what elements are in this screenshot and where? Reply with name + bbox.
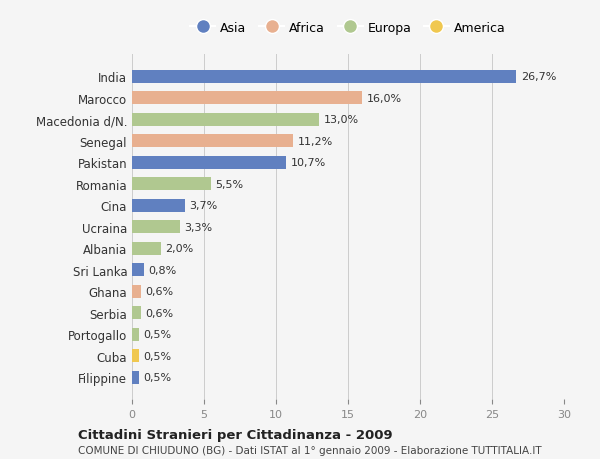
Text: 0,6%: 0,6%: [145, 308, 173, 318]
Text: 5,5%: 5,5%: [215, 179, 244, 189]
Text: 3,7%: 3,7%: [190, 201, 218, 211]
Bar: [132, 328, 139, 341]
Bar: [132, 349, 139, 362]
Bar: [132, 221, 179, 234]
Text: 26,7%: 26,7%: [521, 72, 556, 82]
Text: COMUNE DI CHIUDUNO (BG) - Dati ISTAT al 1° gennaio 2009 - Elaborazione TUTTITALI: COMUNE DI CHIUDUNO (BG) - Dati ISTAT al …: [78, 446, 542, 455]
Text: 16,0%: 16,0%: [367, 94, 402, 104]
Text: 0,5%: 0,5%: [143, 351, 172, 361]
Text: 3,3%: 3,3%: [184, 222, 212, 232]
Bar: [132, 157, 286, 169]
Bar: [132, 285, 140, 298]
Text: 10,7%: 10,7%: [290, 158, 326, 168]
Text: 0,5%: 0,5%: [143, 330, 172, 339]
Bar: [132, 71, 517, 84]
Bar: [132, 199, 185, 212]
Bar: [132, 178, 211, 191]
Text: Cittadini Stranieri per Cittadinanza - 2009: Cittadini Stranieri per Cittadinanza - 2…: [78, 428, 392, 442]
Bar: [132, 307, 140, 319]
Text: 11,2%: 11,2%: [298, 136, 333, 146]
Text: 0,6%: 0,6%: [145, 286, 173, 297]
Bar: [132, 263, 143, 276]
Bar: [132, 371, 139, 384]
Text: 2,0%: 2,0%: [165, 244, 193, 254]
Text: 0,5%: 0,5%: [143, 372, 172, 382]
Bar: [132, 242, 161, 255]
Bar: [132, 92, 362, 105]
Legend: Asia, Africa, Europa, America: Asia, Africa, Europa, America: [185, 17, 511, 39]
Bar: [132, 113, 319, 127]
Bar: [132, 135, 293, 148]
Text: 13,0%: 13,0%: [323, 115, 359, 125]
Text: 0,8%: 0,8%: [148, 265, 176, 275]
